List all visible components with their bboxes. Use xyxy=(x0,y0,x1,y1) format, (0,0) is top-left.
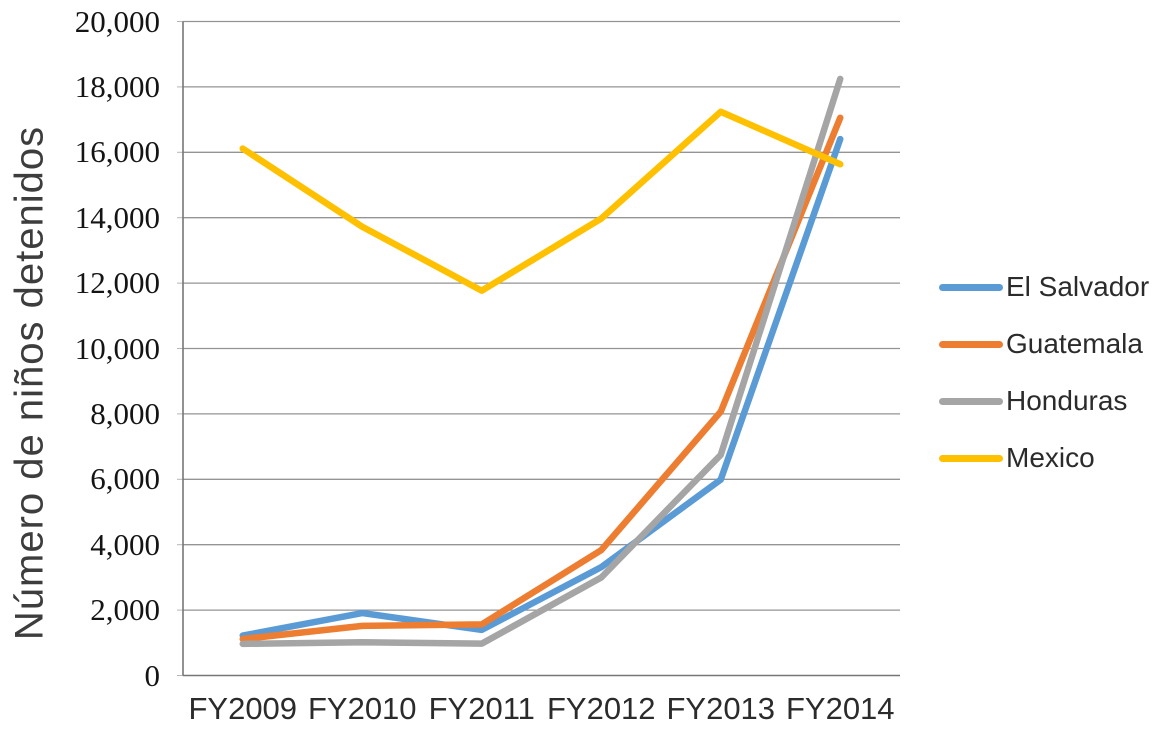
y-tick-label: 20,000 xyxy=(74,3,160,39)
y-tick-label: 10,000 xyxy=(74,330,160,366)
y-tick-label: 4,000 xyxy=(90,526,160,562)
y-tick-label: 18,000 xyxy=(74,68,160,104)
x-tick-label: FY2012 xyxy=(546,691,656,726)
legend-label: El Salvador xyxy=(1006,271,1150,302)
series-line-mexico xyxy=(239,108,844,294)
x-tick-label: FY2014 xyxy=(785,691,895,726)
legend-item-el-salvador: El Salvador xyxy=(939,271,1149,303)
legend-line-swatch-honduras xyxy=(939,397,1003,405)
series-line-guatemala xyxy=(239,114,844,643)
legend-line-swatch-el-salvador xyxy=(939,283,1003,291)
x-tick-label: FY2013 xyxy=(666,691,776,726)
legend-line-swatch-guatemala xyxy=(939,340,1003,348)
legend-item-honduras: Honduras xyxy=(939,385,1149,417)
legend: El Salvador Guatemala Honduras Mexico xyxy=(939,271,1149,474)
y-tick-label: 6,000 xyxy=(90,461,160,497)
x-tick-label: FY2009 xyxy=(188,691,298,726)
legend-item-guatemala: Guatemala xyxy=(939,328,1149,360)
y-tick-label: 0 xyxy=(144,657,161,693)
legend-label: Mexico xyxy=(1006,442,1095,473)
series-line-el-salvador xyxy=(239,135,844,639)
y-tick-label: 16,000 xyxy=(74,134,160,170)
legend-label: Guatemala xyxy=(1006,328,1143,359)
x-tick-label: FY2010 xyxy=(307,691,417,726)
series-line-honduras xyxy=(239,75,844,648)
legend-label: Honduras xyxy=(1006,385,1128,416)
y-tick-label: 8,000 xyxy=(90,395,160,431)
legend-item-mexico: Mexico xyxy=(939,442,1149,474)
x-tick-label: FY2011 xyxy=(428,691,535,726)
y-tick-label: 14,000 xyxy=(74,199,160,235)
legend-line-swatch-mexico xyxy=(939,454,1003,462)
y-tick-label: 12,000 xyxy=(74,265,160,301)
y-tick-label: 2,000 xyxy=(90,592,160,628)
